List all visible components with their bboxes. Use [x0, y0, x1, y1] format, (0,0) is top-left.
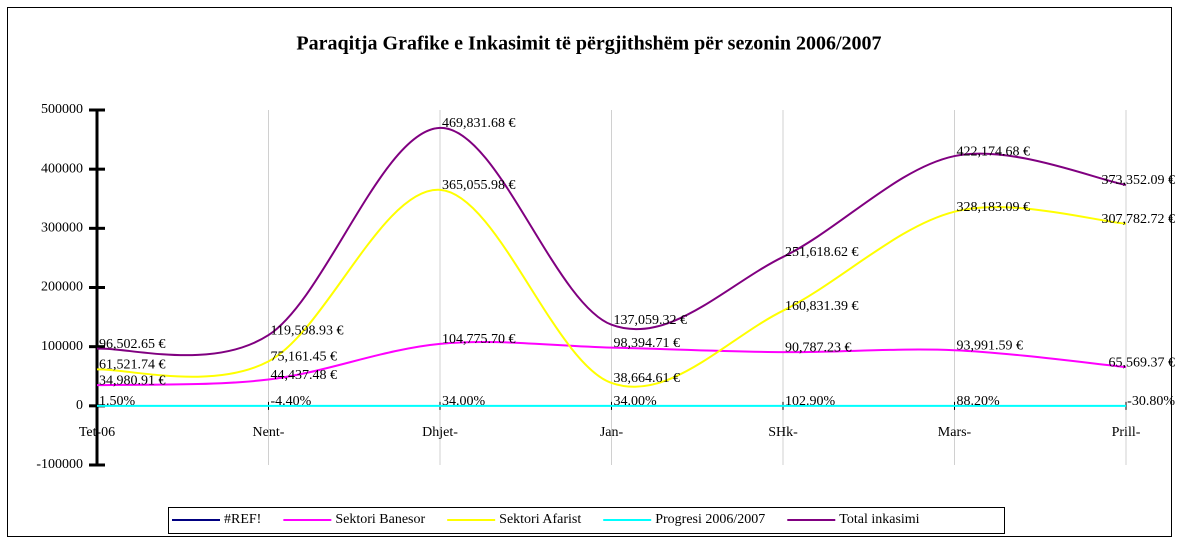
- x-tick-label: Jan-: [600, 425, 624, 440]
- y-tick-label: 300000: [41, 221, 83, 236]
- data-label: 65,569.37 €: [1109, 355, 1176, 370]
- x-tick-label: Tet-06: [79, 425, 115, 440]
- series-line: [96, 188, 1127, 388]
- data-label: 34.00%: [442, 394, 486, 409]
- legend-label: Sektori Afarist: [499, 512, 581, 527]
- x-tick-label: SHk-: [768, 425, 798, 440]
- data-label: 102.90%: [785, 394, 836, 409]
- chart-border: [7, 7, 1172, 537]
- data-label: 373,352.09 €: [1102, 173, 1176, 188]
- x-tick-label: Prill-: [1112, 425, 1141, 440]
- y-tick-label: -100000: [36, 457, 83, 472]
- chart-title: Paraqitja Grafike e Inkasimit të përgjit…: [296, 33, 881, 55]
- y-tick-label: 200000: [41, 280, 83, 295]
- data-label: 34.00%: [614, 394, 658, 409]
- data-label: 61,521.74 €: [99, 358, 166, 373]
- data-label: -30.80%: [1127, 394, 1175, 409]
- data-label: 422,174.68 €: [957, 144, 1031, 159]
- y-tick-label: 400000: [41, 161, 83, 176]
- data-label: 469,831.68 €: [442, 116, 516, 131]
- x-tick-label: Mars-: [938, 425, 972, 440]
- data-label: 96,502.65 €: [99, 337, 166, 352]
- x-tick-label: Nent-: [253, 425, 285, 440]
- data-label: -4.40%: [271, 394, 312, 409]
- data-label: 137,059.32 €: [614, 313, 688, 328]
- data-label: 90,787.23 €: [785, 340, 852, 355]
- data-label: 104,775.70 €: [442, 332, 516, 347]
- data-label: 88.20%: [957, 394, 1001, 409]
- legend-label: Total inkasimi: [839, 512, 919, 527]
- data-label: 307,782.72 €: [1102, 212, 1176, 227]
- series-line: [96, 341, 1127, 387]
- legend-label: #REF!: [224, 512, 261, 527]
- y-tick-label: 500000: [41, 102, 83, 117]
- x-tick-label: Dhjet-: [422, 425, 458, 440]
- data-label: 34,980.91 €: [99, 373, 166, 388]
- data-label: 251,618.62 €: [785, 245, 859, 260]
- data-label: 38,664.61 €: [614, 371, 681, 386]
- data-label: 1.50%: [99, 394, 136, 409]
- data-label: 98,394.71 €: [614, 336, 681, 351]
- data-label: 160,831.39 €: [785, 299, 859, 314]
- data-label: 93,991.59 €: [957, 338, 1024, 353]
- data-label: 328,183.09 €: [957, 200, 1031, 215]
- y-tick-label: 100000: [41, 339, 83, 354]
- legend-label: Sektori Banesor: [335, 512, 425, 527]
- data-label: 75,161.45 €: [271, 350, 338, 365]
- data-label: 44,437.48 €: [271, 368, 338, 383]
- y-tick-label: 0: [76, 398, 83, 413]
- legend-label: Progresi 2006/2007: [655, 512, 765, 527]
- data-label: 119,598.93 €: [271, 323, 344, 338]
- series-line: [96, 126, 1127, 357]
- data-label: 365,055.98 €: [442, 178, 516, 193]
